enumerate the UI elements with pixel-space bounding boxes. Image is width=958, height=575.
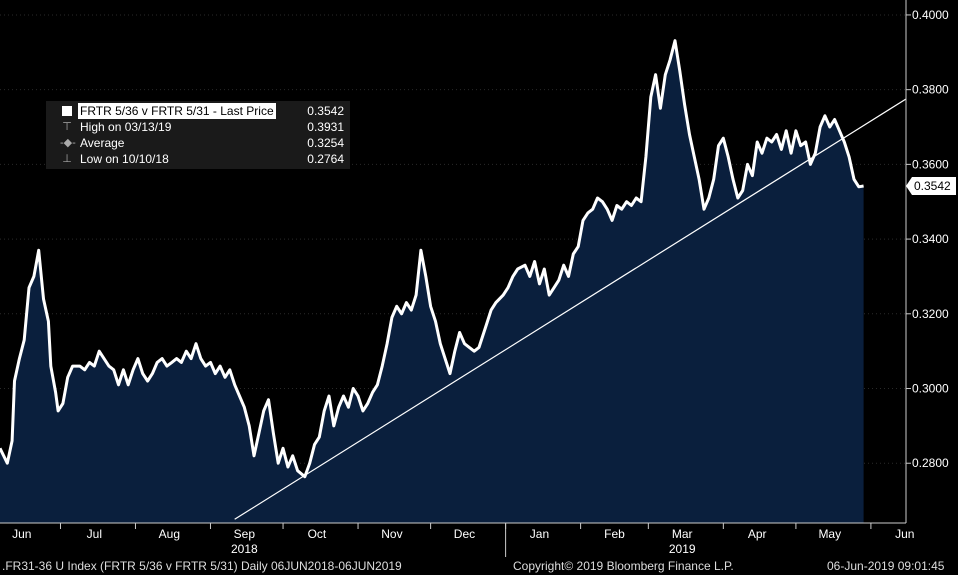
x-tick-label: Mar <box>672 527 693 541</box>
legend-series-row: FRTR 5/36 v FRTR 5/31 - Last Price 0.354… <box>46 103 350 119</box>
x-tick-label: Nov <box>381 527 402 541</box>
y-tick-label: 0.2800 <box>912 456 949 470</box>
last-price-label: 0.3542 <box>906 177 956 196</box>
x-tick-label: Dec <box>454 527 475 541</box>
legend-high-row: ⊤ High on 03/13/19 0.3931 <box>46 119 350 135</box>
y-tick-label: 0.3000 <box>912 382 949 396</box>
series-area-fill <box>0 40 864 523</box>
legend-low-row: ⊥ Low on 10/10/18 0.2764 <box>46 151 350 167</box>
y-tick-label: 0.3400 <box>912 232 949 246</box>
legend-average-value: 0.3254 <box>307 136 344 150</box>
trend-line <box>234 98 907 520</box>
x-tick-label: Jun <box>12 527 31 541</box>
x-tick-label: Jul <box>87 527 102 541</box>
legend-average-row: -◆- Average 0.3254 <box>46 135 350 151</box>
x-tick-label: Aug <box>159 527 180 541</box>
legend-low-value: 0.2764 <box>307 152 344 166</box>
x-tick-label: Sep <box>234 527 256 541</box>
series-line <box>0 39 864 479</box>
chart-legend: FRTR 5/36 v FRTR 5/31 - Last Price 0.354… <box>46 101 350 169</box>
legend-high-value: 0.3931 <box>307 120 344 134</box>
x-tick-label: Apr <box>748 527 767 541</box>
high-marker-icon: ⊤ <box>62 121 72 133</box>
legend-high-label: High on 03/13/19 <box>80 120 172 134</box>
x-tick-label: Oct <box>308 527 327 541</box>
x-tick-label: May <box>818 527 841 541</box>
average-marker-icon: -◆- <box>60 137 76 149</box>
footer-copyright: Copyright© 2019 Bloomberg Finance L.P. <box>513 559 734 573</box>
x-axis: Jun Jul Aug Sep Oct Nov Dec Jan Feb Mar Apr May Jun 2… <box>0 522 914 557</box>
legend-swatch-icon <box>62 106 72 116</box>
legend-series-value: 0.3542 <box>307 104 344 118</box>
legend-low-label: Low on 10/10/18 <box>80 152 169 166</box>
legend-series-label: FRTR 5/36 v FRTR 5/31 - Last Price <box>78 103 276 119</box>
x-tick-label: Jan <box>530 527 549 541</box>
year-label: 2018 <box>231 542 258 556</box>
y-tick-label: 0.4000 <box>912 8 949 22</box>
x-tick-label: Jun <box>895 527 914 541</box>
year-label: 2019 <box>669 542 696 556</box>
footer-timestamp: 06-Jun-2019 09:01:45 <box>827 559 945 573</box>
legend-average-label: Average <box>80 136 125 150</box>
low-marker-icon: ⊥ <box>62 153 72 165</box>
y-axis: 0.2800 0.3000 0.3200 0.3400 0.3600 0.3800 0.40… <box>905 0 949 523</box>
x-tick-label: Feb <box>604 527 625 541</box>
y-tick-label: 0.3200 <box>912 307 949 321</box>
y-tick-label: 0.3600 <box>912 157 949 171</box>
footer-ticker: .FR31-36 U Index (FRTR 5/36 v FRTR 5/31)… <box>2 559 402 573</box>
y-tick-label: 0.3800 <box>912 83 949 97</box>
last-price-tag <box>906 177 956 196</box>
last-price-value: 0.3542 <box>914 179 951 193</box>
